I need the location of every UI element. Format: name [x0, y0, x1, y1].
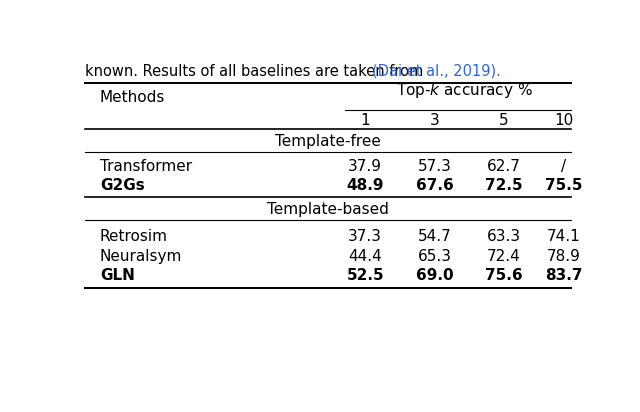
Text: 37.3: 37.3	[348, 229, 382, 244]
Text: 48.9: 48.9	[346, 178, 384, 193]
Text: 78.9: 78.9	[547, 249, 580, 264]
Text: 72.4: 72.4	[487, 249, 521, 264]
Text: Transformer: Transformer	[100, 159, 192, 174]
Text: 44.4: 44.4	[348, 249, 382, 264]
Text: 54.7: 54.7	[418, 229, 451, 244]
Text: (Dai et al., 2019).: (Dai et al., 2019).	[372, 64, 500, 79]
Text: 10: 10	[554, 113, 573, 128]
Text: 67.6: 67.6	[416, 178, 454, 193]
Text: GLN: GLN	[100, 269, 134, 283]
Text: 63.3: 63.3	[487, 229, 521, 244]
Text: 5: 5	[499, 113, 509, 128]
Text: Methods: Methods	[100, 90, 165, 105]
Text: 37.9: 37.9	[348, 159, 382, 174]
Text: Top-$k$ accuracy %: Top-$k$ accuracy %	[396, 81, 533, 100]
Text: known. Results of all baselines are taken from: known. Results of all baselines are take…	[85, 64, 428, 79]
Text: 75.6: 75.6	[485, 269, 523, 283]
Text: 75.5: 75.5	[545, 178, 582, 193]
Text: Neuralsym: Neuralsym	[100, 249, 182, 264]
Text: 62.7: 62.7	[487, 159, 521, 174]
Text: Template-based: Template-based	[267, 202, 389, 217]
Text: 57.3: 57.3	[418, 159, 452, 174]
Text: Retrosim: Retrosim	[100, 229, 168, 244]
Text: 69.0: 69.0	[416, 269, 454, 283]
Text: Template-free: Template-free	[275, 134, 381, 149]
Text: 83.7: 83.7	[545, 269, 582, 283]
Text: 65.3: 65.3	[418, 249, 452, 264]
Text: /: /	[561, 159, 566, 174]
Text: 52.5: 52.5	[346, 269, 384, 283]
Text: 1: 1	[360, 113, 370, 128]
Text: 72.5: 72.5	[485, 178, 523, 193]
Text: 74.1: 74.1	[547, 229, 580, 244]
Text: G2Gs: G2Gs	[100, 178, 145, 193]
Text: 3: 3	[430, 113, 440, 128]
